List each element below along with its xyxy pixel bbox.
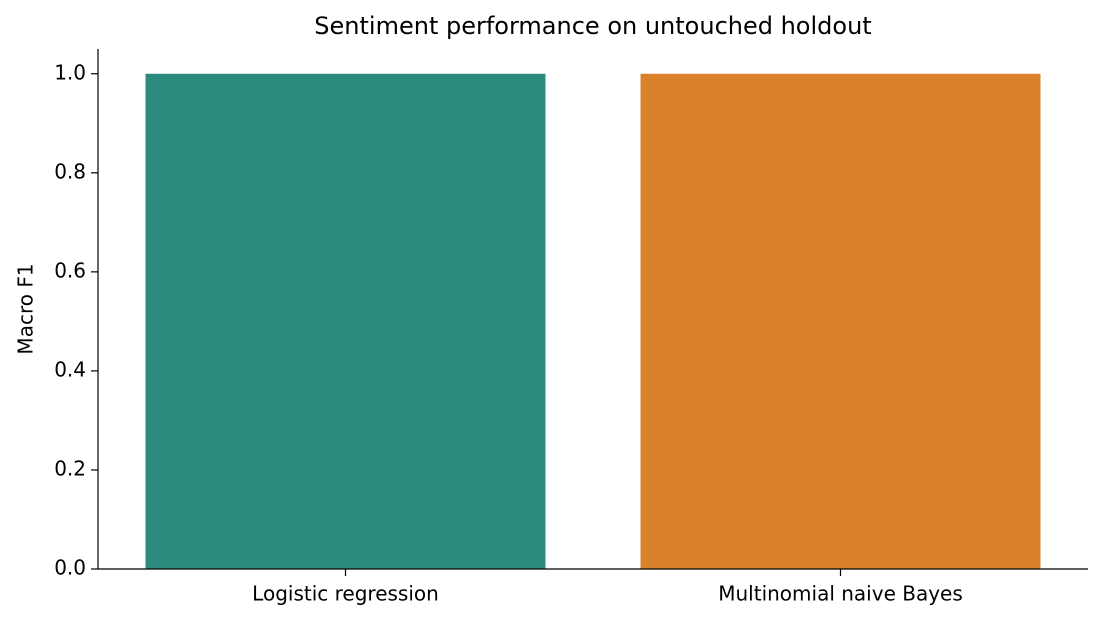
y-tick-label: 1.0 bbox=[54, 60, 86, 84]
chart-title: Sentiment performance on untouched holdo… bbox=[314, 12, 871, 40]
y-tick-label: 0.6 bbox=[54, 258, 86, 282]
bar bbox=[145, 73, 546, 569]
y-tick-label: 0.2 bbox=[54, 456, 86, 480]
y-tick-label: 0.4 bbox=[54, 357, 86, 381]
y-tick-label: 0.8 bbox=[54, 159, 86, 183]
y-axis-label: Macro F1 bbox=[14, 263, 38, 354]
x-tick-label: Logistic regression bbox=[252, 582, 439, 606]
x-tick-label: Multinomial naive Bayes bbox=[718, 582, 963, 606]
y-tick-label: 0.0 bbox=[54, 556, 86, 580]
bar bbox=[640, 73, 1041, 569]
